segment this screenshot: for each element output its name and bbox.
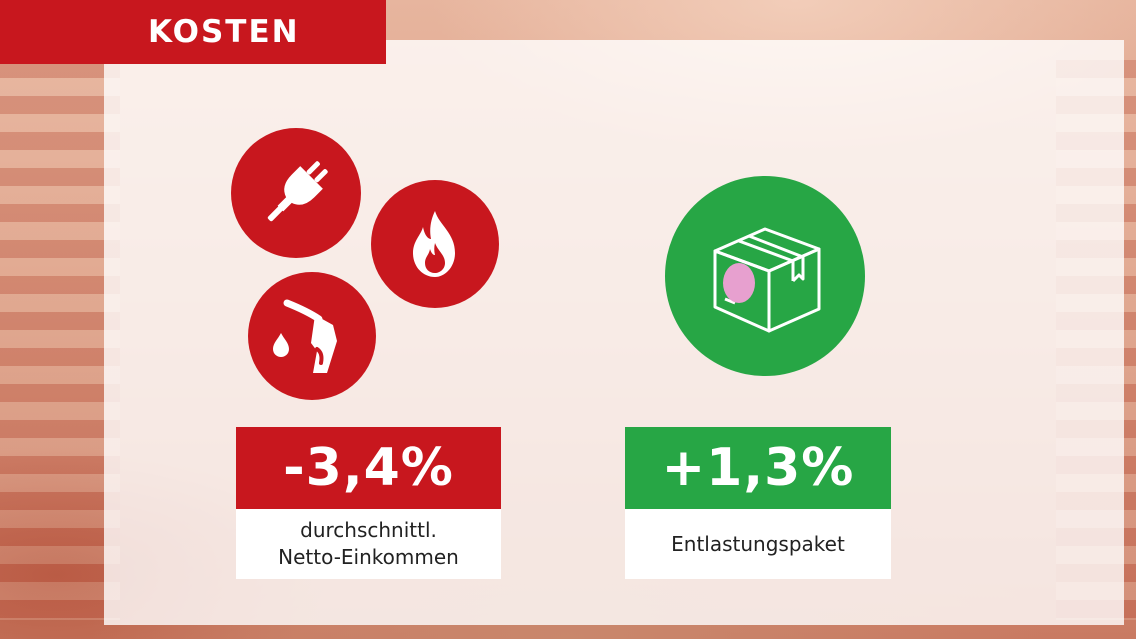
net-income-label-line1: durchschnittl. (300, 518, 437, 542)
background-seats-left (0, 60, 120, 620)
title-bar: KOSTEN (0, 0, 386, 64)
relief-package-change-value: +1,3% (625, 427, 891, 509)
gas-circle (371, 180, 499, 308)
fuel-pump-icon (273, 299, 337, 373)
flame-icon (413, 211, 455, 277)
fuel-circle (248, 272, 376, 400)
package-icon (713, 227, 821, 333)
net-income-label-line2: Netto-Einkommen (278, 545, 459, 569)
relief-package-circle (665, 176, 865, 376)
net-income-change-value: -3,4% (236, 427, 501, 509)
plug-icon (267, 161, 328, 222)
page-title: KOSTEN (148, 14, 300, 50)
net-income-label: durchschnittl. Netto-Einkommen (236, 509, 501, 579)
relief-package-label: Entlastungspaket (625, 509, 891, 579)
electricity-circle (231, 128, 361, 258)
federal-eagle-icon (723, 263, 755, 303)
